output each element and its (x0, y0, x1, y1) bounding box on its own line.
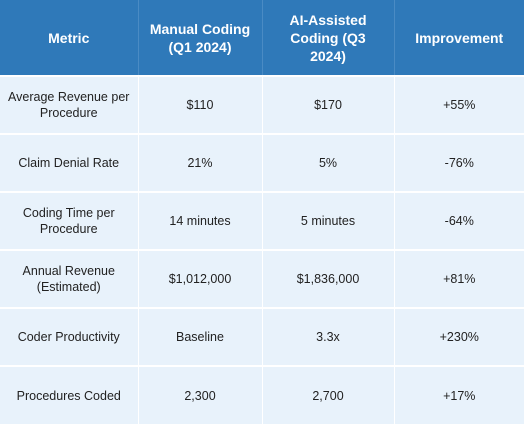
table-row: Claim Denial Rate 21% 5% -76% (0, 133, 524, 192)
cell-metric: Claim Denial Rate (0, 133, 139, 192)
cell-metric: Annual Revenue (Estimated) (0, 249, 139, 308)
cell-manual: 2,300 (138, 365, 263, 424)
cell-manual: $110 (138, 75, 263, 134)
header-ai-assisted-coding: AI-Assisted Coding (Q3 2024) (262, 0, 395, 76)
table-header-row: Metric Manual Coding (Q1 2024) AI-Assist… (0, 0, 524, 76)
cell-improvement: -64% (394, 191, 524, 250)
cell-manual: $1,012,000 (138, 249, 263, 308)
cell-improvement: +81% (394, 249, 524, 308)
cell-ai-assisted: $170 (262, 75, 395, 134)
cell-metric: Coding Time per Procedure (0, 191, 139, 250)
table-row: Procedures Coded 2,300 2,700 +17% (0, 365, 524, 424)
cell-improvement: +230% (394, 307, 524, 366)
cell-ai-assisted: 2,700 (262, 365, 395, 424)
cell-improvement: -76% (394, 133, 524, 192)
cell-metric: Average Revenue per Procedure (0, 75, 139, 134)
table-row: Annual Revenue (Estimated) $1,012,000 $1… (0, 249, 524, 308)
table-row: Average Revenue per Procedure $110 $170 … (0, 75, 524, 134)
table-row: Coder Productivity Baseline 3.3x +230% (0, 307, 524, 366)
cell-improvement: +17% (394, 365, 524, 424)
header-improvement: Improvement (394, 0, 524, 76)
cell-manual: Baseline (138, 307, 263, 366)
header-metric: Metric (0, 0, 139, 76)
header-manual-coding: Manual Coding (Q1 2024) (138, 0, 263, 76)
cell-improvement: +55% (394, 75, 524, 134)
cell-metric: Procedures Coded (0, 365, 139, 424)
cell-ai-assisted: 3.3x (262, 307, 395, 366)
cell-manual: 14 minutes (138, 191, 263, 250)
cell-ai-assisted: 5 minutes (262, 191, 395, 250)
cell-ai-assisted: 5% (262, 133, 395, 192)
cell-metric: Coder Productivity (0, 307, 139, 366)
cell-ai-assisted: $1,836,000 (262, 249, 395, 308)
table-row: Coding Time per Procedure 14 minutes 5 m… (0, 191, 524, 250)
cell-manual: 21% (138, 133, 263, 192)
